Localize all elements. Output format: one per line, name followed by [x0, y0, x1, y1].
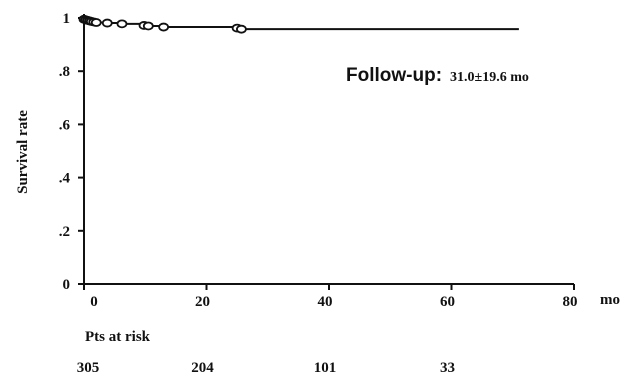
x-tick-label: 0: [90, 294, 98, 310]
follow-up-label: Follow-up:: [346, 65, 442, 86]
x-tick-label: 40: [318, 294, 333, 310]
follow-up-value: 31.0±19.6 mo: [450, 70, 529, 85]
censor-marker: [158, 22, 170, 32]
follow-up-annotation: Follow-up: 31.0±19.6 mo: [346, 65, 529, 86]
risk-count: 33: [440, 360, 455, 376]
x-tick-label: 20: [195, 294, 210, 310]
censor-marker: [142, 21, 154, 31]
risk-table-label: Pts at risk: [85, 329, 151, 345]
risk-count: 204: [191, 360, 214, 376]
risk-table: 305 204 101 33: [77, 360, 455, 376]
x-axis-unit: mo: [600, 292, 620, 308]
risk-count: 305: [77, 360, 100, 376]
y-tick-label: .4: [59, 171, 71, 187]
censor-marker: [101, 18, 113, 28]
y-tick-label: 0: [63, 277, 71, 293]
censor-marker: [116, 19, 128, 29]
censor-marker: [90, 18, 102, 27]
y-tick-label: .8: [59, 64, 70, 80]
risk-count: 101: [314, 360, 337, 376]
y-tick-label: 1: [63, 11, 71, 27]
censor-markers: [78, 14, 247, 34]
y-axis-title: Survival rate: [15, 110, 31, 194]
y-tick-label: .2: [59, 224, 70, 240]
x-tick-label: 60: [440, 294, 455, 310]
censor-marker: [236, 24, 247, 34]
axes: [78, 14, 575, 290]
y-tick-label: .6: [59, 117, 71, 133]
x-tick-label: 80: [563, 294, 578, 310]
tick-labels: 0 .2 .4 .6 .8 1 0 20 40 60 80: [59, 11, 578, 310]
